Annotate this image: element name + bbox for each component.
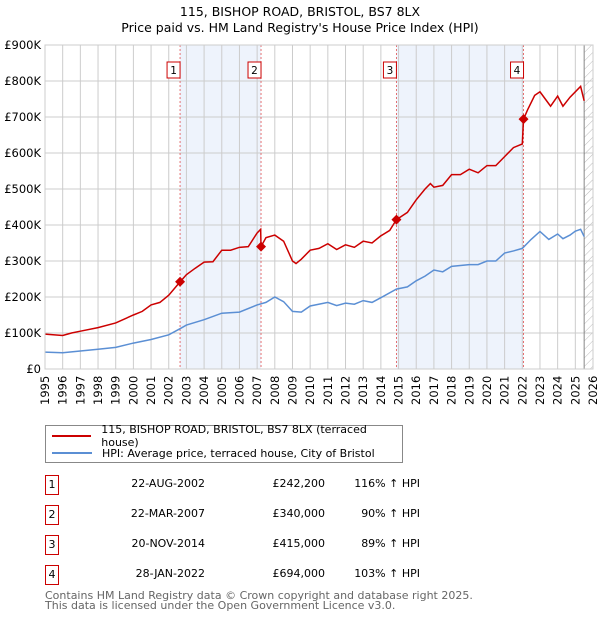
y-tick-label: £0 [26,362,41,376]
sale-number: 3 [45,535,59,555]
y-tick-label: £200K [4,290,41,304]
y-tick-label: £500K [4,182,41,196]
sale-marker-label: 1 [170,65,177,77]
x-tick-label: 2021 [498,376,512,405]
y-tick-label: £700K [4,110,41,124]
x-tick-label: 2003 [179,376,193,405]
chart-title: 115, BISHOP ROAD, BRISTOL, BS7 8LX [179,4,421,19]
chart-subtitle: Price paid vs. HM Land Registry's House … [121,20,479,35]
sale-marker-label: 2 [251,65,258,77]
legend-item-property: 115, BISHOP ROAD, BRISTOL, BS7 8LX (terr… [46,423,402,449]
x-tick-label: 2007 [250,376,264,405]
y-tick-label: £300K [4,254,41,268]
x-tick-label: 2012 [339,376,353,405]
y-tick-label: £400K [4,218,41,232]
footer-licence: This data is licensed under the Open Gov… [45,599,396,612]
y-tick-label: £900K [4,38,41,52]
x-tick-label: 1998 [91,376,105,405]
x-tick-label: 2023 [533,376,547,405]
legend-label: HPI: Average price, terraced house, City… [102,446,375,460]
sale-number: 4 [45,565,59,585]
plot-frame [44,44,594,370]
sale-price: £242,200 [272,477,326,490]
sale-marker-label: 4 [514,65,521,77]
sale-marker-box [247,61,262,79]
x-tick-label: 2022 [515,376,529,405]
x-tick-label: 2015 [392,376,406,405]
x-tick-label: 2000 [126,376,140,405]
x-tick-label: 2014 [374,376,388,405]
y-tick-label: £600K [4,146,41,160]
x-tick-label: 2008 [268,376,282,405]
sale-date: 28-JAN-2022 [135,567,205,580]
shaded-period-3-4 [396,45,524,369]
sale-point [256,241,267,252]
legend-label: 115, BISHOP ROAD, BRISTOL, BS7 8LX (terr… [101,423,367,449]
sale-point [518,114,529,125]
x-tick-label: 1997 [73,376,87,405]
price-chart: 1995 1996 1997 1998 1999 2000 2001 2002 2003 2004… [4,38,600,405]
sale-hpi-change: 103% ↑ HPI [354,567,420,580]
x-tick-label: 2011 [321,376,335,405]
sale-number: 2 [45,505,59,525]
sale-date: 20-NOV-2014 [131,537,205,550]
sale-marker-box [166,61,181,79]
legend-item-hpi: HPI: Average price, terraced house, City… [46,445,375,461]
sale-marker-box [510,61,525,79]
x-tick-label: 2017 [427,376,441,405]
x-tick-label: 2009 [285,376,299,405]
x-tick-label: 1995 [38,376,52,405]
x-tick-label: 2010 [303,376,317,405]
shaded-period-1-2 [180,45,262,369]
x-tick-label: 1996 [56,376,70,405]
sale-hpi-change: 116% ↑ HPI [354,477,420,490]
y-tick-label: £800K [4,74,41,88]
y-tick-label: £100K [4,326,41,340]
x-tick-label: 1999 [109,376,123,405]
sale-date: 22-MAR-2007 [130,507,205,520]
x-tick-label: 2001 [144,376,158,405]
x-tick-label: 2024 [551,376,565,405]
x-tick-label: 2025 [568,376,582,405]
x-tick-label: 2004 [197,376,211,405]
x-tick-label: 2016 [409,376,423,405]
sale-point [175,276,186,287]
x-tick-label: 2013 [356,376,370,405]
x-tick-label: 2002 [162,376,176,405]
sale-marker-label: 3 [387,65,394,77]
legend-swatch-blue [52,452,92,454]
x-tick-label: 2005 [215,376,229,405]
x-tick-label: 2006 [232,376,246,405]
sale-point [391,214,402,225]
sale-price: £694,000 [272,567,326,580]
x-tick-label: 2019 [462,376,476,405]
sale-hpi-change: 90% ↑ HPI [361,507,420,520]
legend-swatch-red [52,435,92,437]
sale-row: 4 28-JAN-2022 £694,000 103% ↑ HPI [45,565,445,585]
x-tick-label: 2018 [445,376,459,405]
sale-row: 3 20-NOV-2014 £415,000 89% ↑ HPI [45,535,445,555]
series-line [44,228,585,354]
sale-price: £340,000 [272,507,326,520]
forecast-hatch [584,45,593,369]
sale-price: £415,000 [272,537,326,550]
x-tick-label: 2020 [480,376,494,405]
sale-row: 2 22-MAR-2007 £340,000 90% ↑ HPI [45,505,445,525]
footer-copyright: Contains HM Land Registry data © Crown c… [45,589,473,602]
sale-hpi-change: 89% ↑ HPI [361,537,420,550]
sale-number: 1 [45,475,59,495]
sale-row: 1 22-AUG-2002 £242,200 116% ↑ HPI [45,475,445,495]
legend: 115, BISHOP ROAD, BRISTOL, BS7 8LX (terr… [45,423,403,463]
x-tick-label: 2026 [586,376,600,405]
sale-marker-box [382,61,397,79]
sale-date: 22-AUG-2002 [131,477,205,490]
